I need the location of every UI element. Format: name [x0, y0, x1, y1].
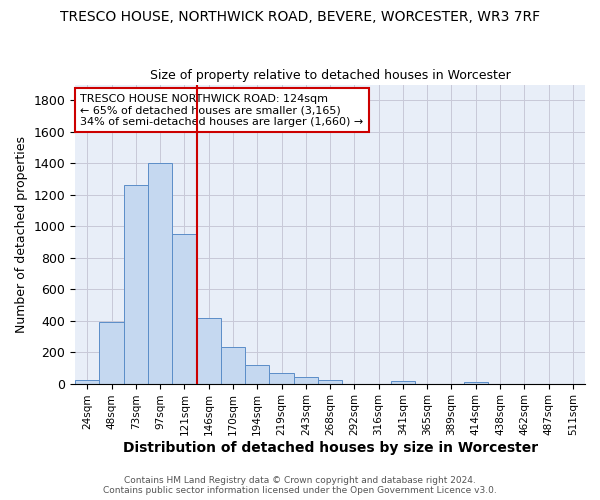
Bar	[269, 374, 293, 384]
Bar	[293, 377, 318, 384]
Bar	[100, 322, 124, 384]
X-axis label: Distribution of detached houses by size in Worcester: Distribution of detached houses by size …	[122, 441, 538, 455]
Bar	[245, 364, 269, 384]
Text: TRESCO HOUSE NORTHWICK ROAD: 124sqm
← 65% of detached houses are smaller (3,165): TRESCO HOUSE NORTHWICK ROAD: 124sqm ← 65…	[80, 94, 364, 126]
Text: Contains HM Land Registry data © Crown copyright and database right 2024.
Contai: Contains HM Land Registry data © Crown c…	[103, 476, 497, 495]
Text: TRESCO HOUSE, NORTHWICK ROAD, BEVERE, WORCESTER, WR3 7RF: TRESCO HOUSE, NORTHWICK ROAD, BEVERE, WO…	[60, 10, 540, 24]
Bar	[464, 382, 488, 384]
Bar	[75, 380, 100, 384]
Bar	[318, 380, 342, 384]
Bar	[172, 234, 197, 384]
Y-axis label: Number of detached properties: Number of detached properties	[15, 136, 28, 332]
Title: Size of property relative to detached houses in Worcester: Size of property relative to detached ho…	[150, 69, 511, 82]
Bar	[197, 318, 221, 384]
Bar	[124, 186, 148, 384]
Bar	[148, 164, 172, 384]
Bar	[221, 346, 245, 384]
Bar	[391, 381, 415, 384]
